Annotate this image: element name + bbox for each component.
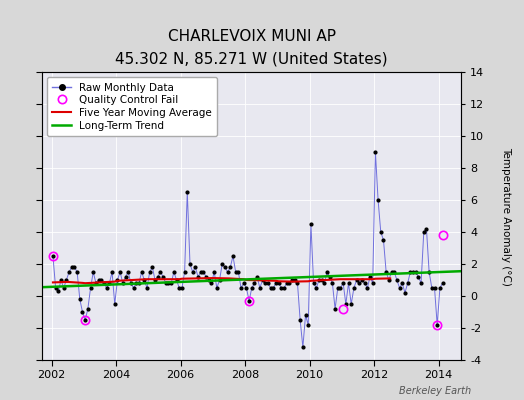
Text: Berkeley Earth: Berkeley Earth [399,386,472,396]
Title: CHARLEVOIX MUNI AP
45.302 N, 85.271 W (United States): CHARLEVOIX MUNI AP 45.302 N, 85.271 W (U… [115,30,388,67]
Legend: Raw Monthly Data, Quality Control Fail, Five Year Moving Average, Long-Term Tren: Raw Monthly Data, Quality Control Fail, … [47,77,217,136]
Y-axis label: Temperature Anomaly (°C): Temperature Anomaly (°C) [501,146,511,286]
